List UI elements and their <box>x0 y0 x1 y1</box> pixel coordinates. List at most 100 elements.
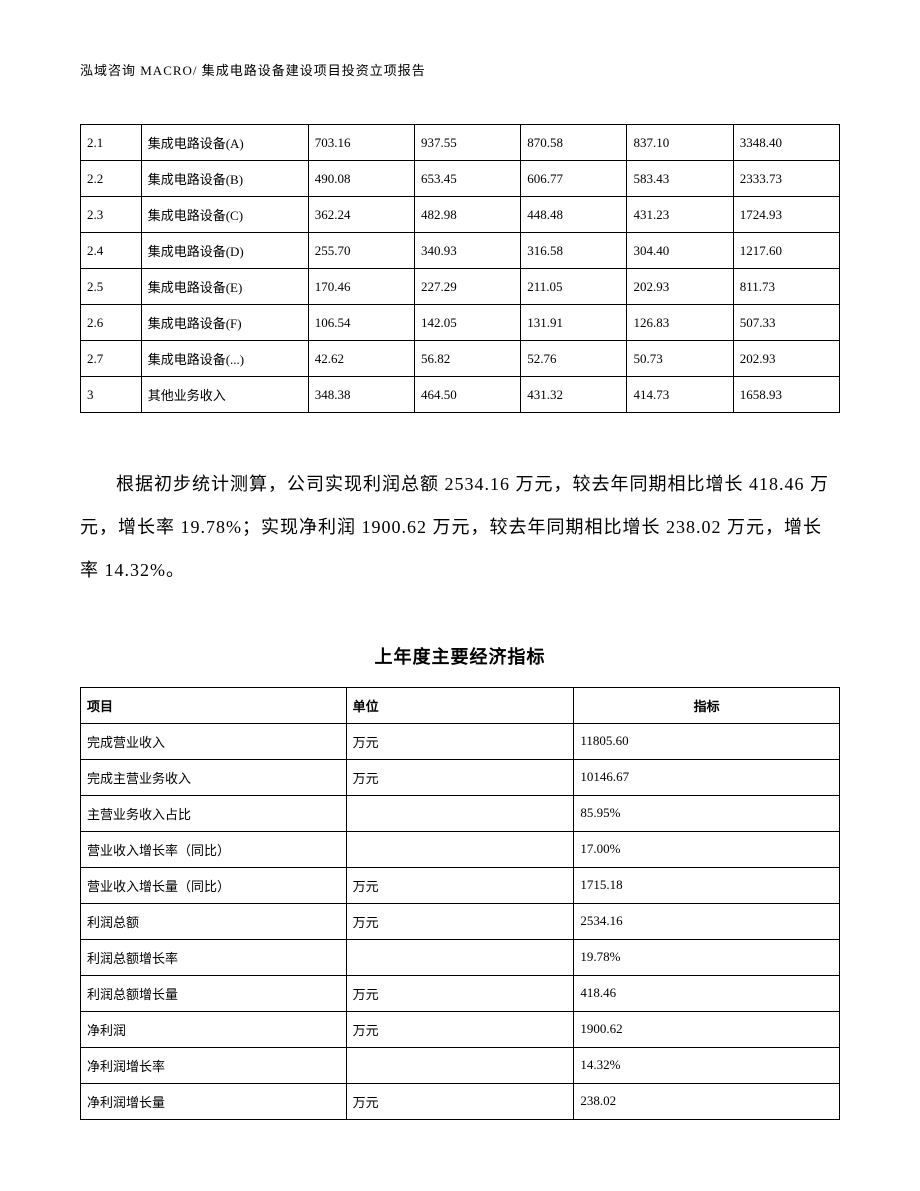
table2-head: 项目 单位 指标 <box>81 687 840 723</box>
cell: 利润总额增长率 <box>81 939 347 975</box>
cell: 营业收入增长率（同比） <box>81 831 347 867</box>
table-row: 利润总额增长率 19.78% <box>81 939 840 975</box>
cell: 利润总额 <box>81 903 347 939</box>
cell: 211.05 <box>521 269 627 305</box>
table-row: 净利润增长量 万元 238.02 <box>81 1083 840 1119</box>
cell: 227.29 <box>414 269 520 305</box>
cell: 1217.60 <box>733 233 839 269</box>
cell: 集成电路设备(F) <box>141 305 308 341</box>
summary-paragraph: 根据初步统计测算，公司实现利润总额 2534.16 万元，较去年同期相比增长 4… <box>80 463 840 593</box>
cell: 完成主营业务收入 <box>81 759 347 795</box>
header-text: 泓域咨询 MACRO/ 集成电路设备建设项目投资立项报告 <box>80 63 426 78</box>
cell: 431.32 <box>521 377 627 413</box>
cell: 万元 <box>346 975 574 1011</box>
cell: 507.33 <box>733 305 839 341</box>
cell: 414.73 <box>627 377 733 413</box>
header-cell: 指标 <box>574 687 840 723</box>
table-row: 净利润 万元 1900.62 <box>81 1011 840 1047</box>
cell: 1658.93 <box>733 377 839 413</box>
cell: 2.7 <box>81 341 142 377</box>
cell: 2.3 <box>81 197 142 233</box>
header-cell: 项目 <box>81 687 347 723</box>
cell: 3348.40 <box>733 125 839 161</box>
cell: 净利润增长量 <box>81 1083 347 1119</box>
cell: 集成电路设备(E) <box>141 269 308 305</box>
cell: 238.02 <box>574 1083 840 1119</box>
cell: 集成电路设备(...) <box>141 341 308 377</box>
cell: 1900.62 <box>574 1011 840 1047</box>
cell: 304.40 <box>627 233 733 269</box>
cell: 集成电路设备(A) <box>141 125 308 161</box>
cell: 464.50 <box>414 377 520 413</box>
table-row: 2.7 集成电路设备(...) 42.62 56.82 52.76 50.73 … <box>81 341 840 377</box>
economic-indicators-table: 项目 单位 指标 完成营业收入 万元 11805.60 完成主营业务收入 万元 … <box>80 687 840 1120</box>
cell: 2.2 <box>81 161 142 197</box>
cell: 集成电路设备(D) <box>141 233 308 269</box>
cell: 集成电路设备(B) <box>141 161 308 197</box>
cell: 19.78% <box>574 939 840 975</box>
cell: 316.58 <box>521 233 627 269</box>
table-row: 利润总额增长量 万元 418.46 <box>81 975 840 1011</box>
cell <box>346 795 574 831</box>
cell: 万元 <box>346 1011 574 1047</box>
cell: 42.62 <box>308 341 414 377</box>
cell: 418.46 <box>574 975 840 1011</box>
cell: 净利润 <box>81 1011 347 1047</box>
cell <box>346 831 574 867</box>
table-row: 净利润增长率 14.32% <box>81 1047 840 1083</box>
cell: 653.45 <box>414 161 520 197</box>
cell: 集成电路设备(C) <box>141 197 308 233</box>
table-row: 主营业务收入占比 85.95% <box>81 795 840 831</box>
cell: 2.5 <box>81 269 142 305</box>
cell: 2.4 <box>81 233 142 269</box>
cell <box>346 1047 574 1083</box>
table2-body: 完成营业收入 万元 11805.60 完成主营业务收入 万元 10146.67 … <box>81 723 840 1119</box>
product-revenue-table: 2.1 集成电路设备(A) 703.16 937.55 870.58 837.1… <box>80 124 840 413</box>
cell: 811.73 <box>733 269 839 305</box>
cell: 170.46 <box>308 269 414 305</box>
cell: 14.32% <box>574 1047 840 1083</box>
table-row: 2.5 集成电路设备(E) 170.46 227.29 211.05 202.9… <box>81 269 840 305</box>
cell: 362.24 <box>308 197 414 233</box>
cell: 3 <box>81 377 142 413</box>
table-row: 完成营业收入 万元 11805.60 <box>81 723 840 759</box>
table-row: 营业收入增长率（同比） 17.00% <box>81 831 840 867</box>
cell: 完成营业收入 <box>81 723 347 759</box>
cell: 主营业务收入占比 <box>81 795 347 831</box>
table-row: 营业收入增长量（同比） 万元 1715.18 <box>81 867 840 903</box>
cell: 142.05 <box>414 305 520 341</box>
cell: 490.08 <box>308 161 414 197</box>
cell: 837.10 <box>627 125 733 161</box>
cell: 利润总额增长量 <box>81 975 347 1011</box>
table-row: 2.3 集成电路设备(C) 362.24 482.98 448.48 431.2… <box>81 197 840 233</box>
cell: 431.23 <box>627 197 733 233</box>
table-row: 完成主营业务收入 万元 10146.67 <box>81 759 840 795</box>
cell: 2.6 <box>81 305 142 341</box>
cell: 703.16 <box>308 125 414 161</box>
cell: 56.82 <box>414 341 520 377</box>
table-row: 3 其他业务收入 348.38 464.50 431.32 414.73 165… <box>81 377 840 413</box>
cell: 606.77 <box>521 161 627 197</box>
cell: 其他业务收入 <box>141 377 308 413</box>
cell: 340.93 <box>414 233 520 269</box>
cell: 50.73 <box>627 341 733 377</box>
cell: 937.55 <box>414 125 520 161</box>
page-header: 泓域咨询 MACRO/ 集成电路设备建设项目投资立项报告 <box>80 60 840 79</box>
cell: 1715.18 <box>574 867 840 903</box>
cell: 2333.73 <box>733 161 839 197</box>
cell <box>346 939 574 975</box>
cell: 131.91 <box>521 305 627 341</box>
table-row: 利润总额 万元 2534.16 <box>81 903 840 939</box>
cell: 202.93 <box>627 269 733 305</box>
cell: 万元 <box>346 1083 574 1119</box>
cell: 11805.60 <box>574 723 840 759</box>
cell: 870.58 <box>521 125 627 161</box>
table1-body: 2.1 集成电路设备(A) 703.16 937.55 870.58 837.1… <box>81 125 840 413</box>
cell: 583.43 <box>627 161 733 197</box>
cell: 255.70 <box>308 233 414 269</box>
section-title: 上年度主要经济指标 <box>80 643 840 669</box>
cell: 348.38 <box>308 377 414 413</box>
table-row: 2.2 集成电路设备(B) 490.08 653.45 606.77 583.4… <box>81 161 840 197</box>
cell: 2.1 <box>81 125 142 161</box>
cell: 10146.67 <box>574 759 840 795</box>
